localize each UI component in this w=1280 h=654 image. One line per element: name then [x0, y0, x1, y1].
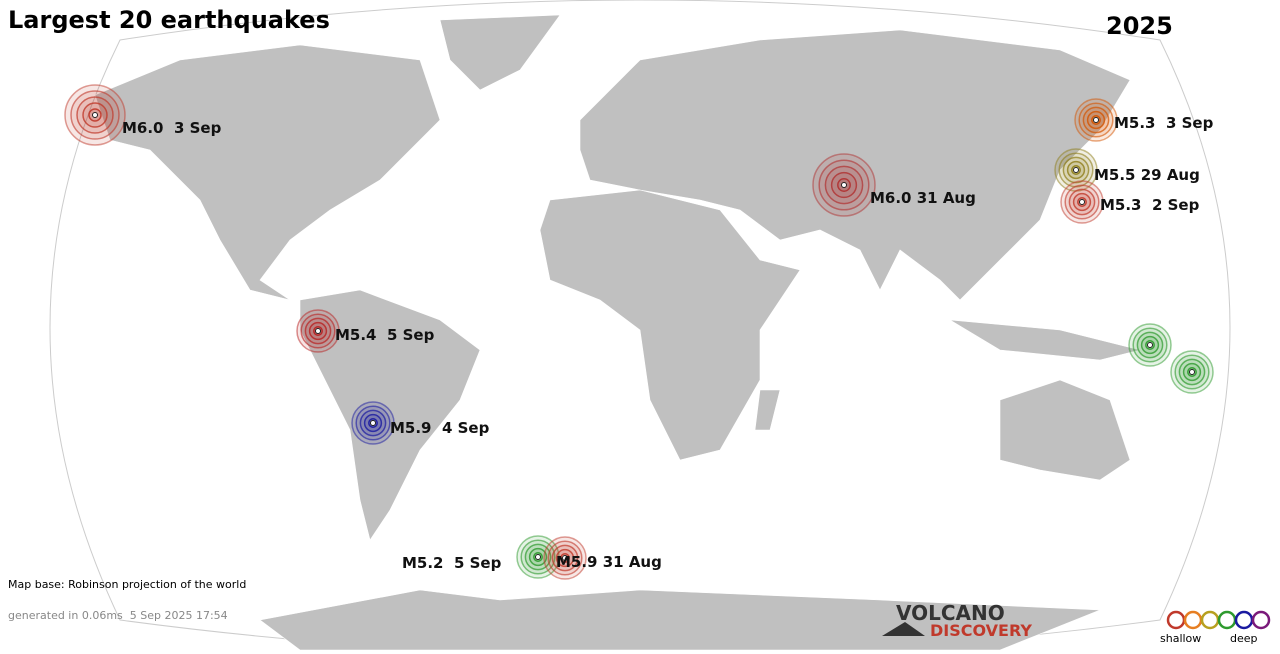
logo-line2: DISCOVERY — [930, 621, 1032, 640]
quake-center — [1093, 117, 1099, 123]
quake-label: M5.9 4 Sep — [390, 419, 490, 437]
quake-center — [535, 554, 541, 560]
quake-label: M5.9 31 Aug — [556, 553, 662, 571]
logo-line1: VOLCANO — [896, 601, 1005, 625]
quake-center — [562, 555, 568, 561]
quake-center — [1073, 167, 1079, 173]
quake-label: M5.3 2 Sep — [1100, 196, 1200, 214]
year: 2025 — [1106, 12, 1173, 40]
land — [94, 14, 1141, 651]
title: Largest 20 earthquakes — [8, 6, 330, 34]
quake-label: M6.0 3 Sep — [122, 119, 222, 137]
legend-ring — [1200, 610, 1220, 630]
quake-center — [92, 112, 98, 118]
legend-shallow: shallow — [1160, 632, 1201, 645]
quake-label: M5.2 5 Sep — [402, 554, 502, 572]
quake-label: M5.5 29 Aug — [1094, 166, 1200, 184]
quake-center — [841, 182, 847, 188]
quake-label: M6.0 31 Aug — [870, 189, 976, 207]
legend-ring — [1217, 610, 1237, 630]
legend-ring — [1251, 610, 1271, 630]
depth-legend — [1166, 610, 1271, 630]
legend-ring — [1166, 610, 1186, 630]
logo-icon — [882, 622, 925, 636]
map-base-note: Map base: Robinson projection of the wor… — [8, 578, 246, 591]
legend-ring — [1234, 610, 1254, 630]
quake-center — [1189, 369, 1195, 375]
quake-label: M5.4 5 Sep — [335, 326, 435, 344]
quake-center — [315, 328, 321, 334]
legend-ring — [1183, 610, 1203, 630]
quake-center — [370, 420, 376, 426]
quake-center — [1079, 199, 1085, 205]
quake-label: M5.3 3 Sep — [1114, 114, 1214, 132]
generated-note: generated in 0.06ms 5 Sep 2025 17:54 — [8, 609, 228, 622]
quake-center — [1147, 342, 1153, 348]
quake-layer: M6.0 3 Sep M5.3 3 Sep M5.5 29 Aug M5.3 2 Se… — [64, 84, 1214, 580]
legend-deep: deep — [1230, 632, 1258, 645]
